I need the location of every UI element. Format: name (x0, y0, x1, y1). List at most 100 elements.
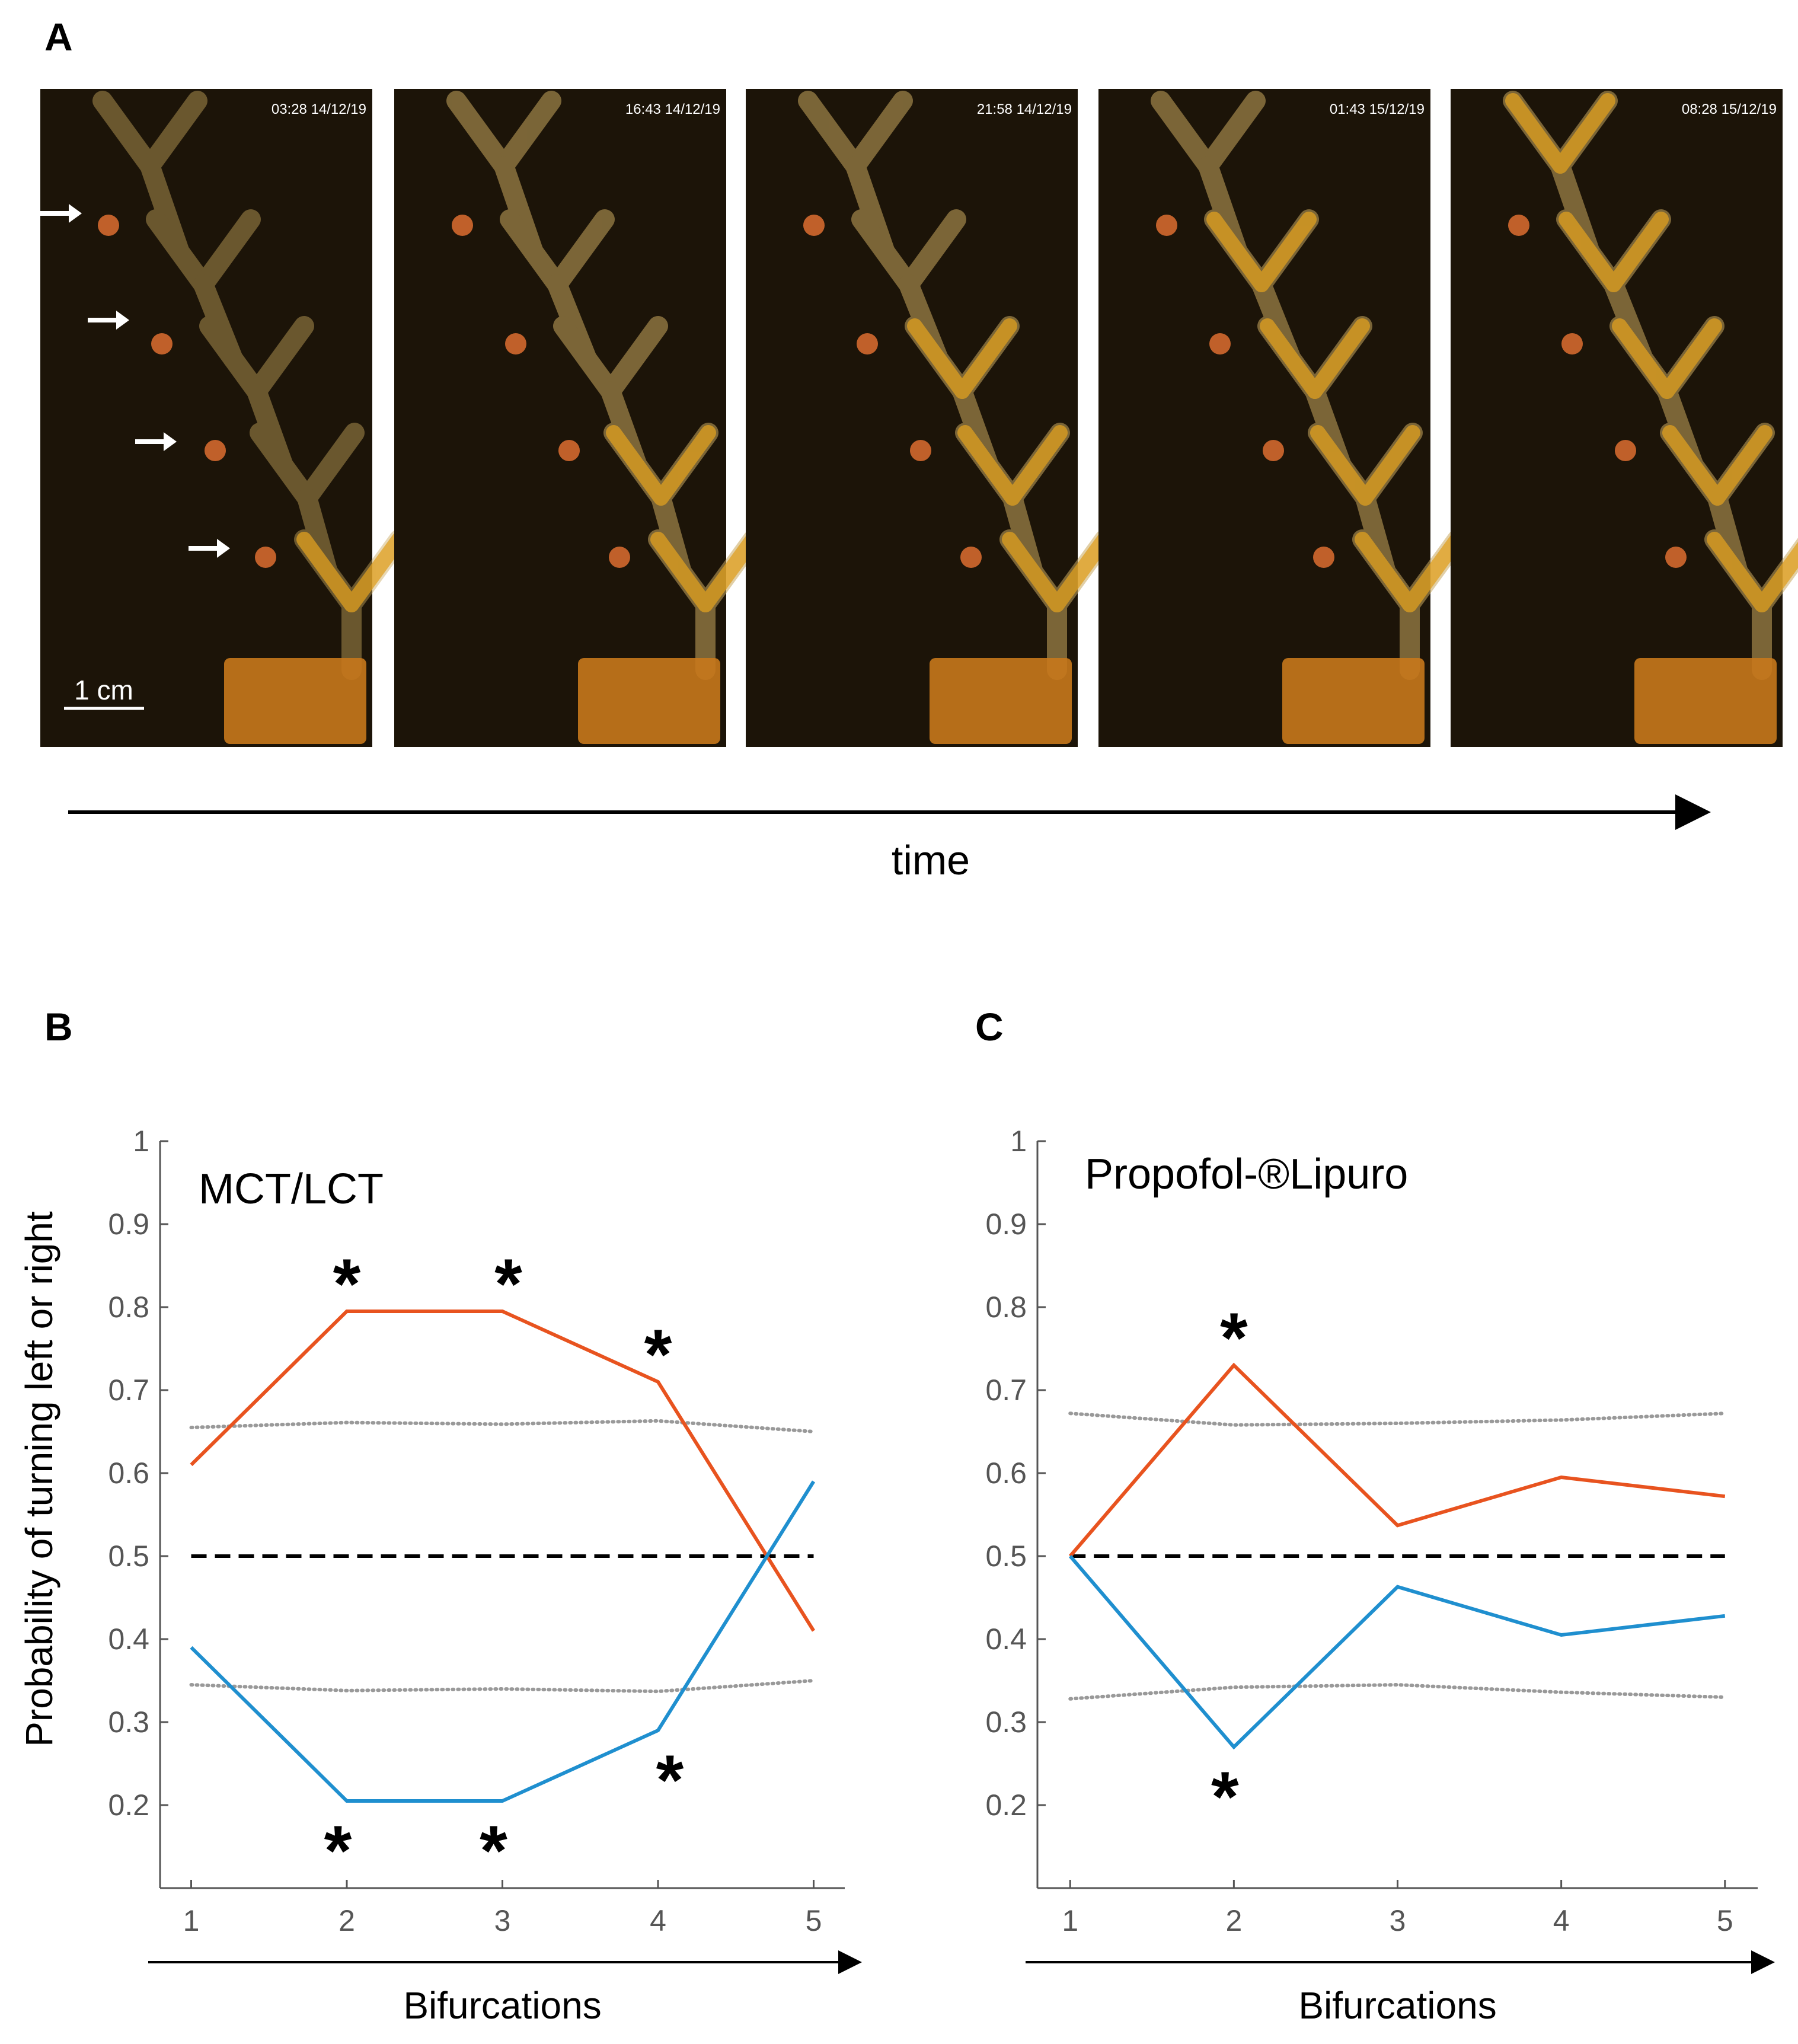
slime-growth (1505, 93, 1798, 612)
channel-right-arm (601, 316, 668, 401)
channel-stem (247, 381, 293, 475)
photo-frame: 21:58 14/12/19 (746, 89, 1114, 747)
significance-asterisk: * (644, 1315, 672, 1394)
slime-arm (653, 425, 716, 506)
series-line-upper (1068, 1362, 1726, 1557)
channel-left-arm (798, 91, 866, 176)
channel-left-arm (553, 316, 621, 401)
channel-right-arm (140, 91, 207, 176)
channel-left-arm (500, 209, 567, 295)
slime-arm (1402, 532, 1465, 612)
channel-stem (140, 156, 190, 262)
slime-arm (344, 532, 407, 612)
chart-title: MCT/LCT (199, 1165, 384, 1213)
y-tick-label: 0.4 (985, 1623, 1027, 1656)
oat-marker (452, 215, 473, 236)
x-tick-label: 4 (650, 1904, 666, 1937)
x-tick-label: 3 (494, 1904, 511, 1937)
x-tick-label: 3 (1390, 1904, 1406, 1937)
channel-right-arm (193, 209, 261, 295)
x-tick-label: 5 (1717, 1904, 1733, 1937)
white-arrow-head-icon (164, 432, 177, 451)
y-tick-label: 0.4 (108, 1623, 149, 1656)
photo-background (1451, 89, 1783, 747)
chart-c: 0.2 0.3 0.4 0.5 0.6 0.7 0.8 0.9 1 1 2 3 4 5 * * Propofol… (985, 1125, 1775, 2027)
y-tick-label: 0.8 (985, 1291, 1027, 1324)
significance-asterisk: * (1220, 1298, 1248, 1378)
slime-arm (1049, 532, 1112, 612)
slime-arm (1206, 212, 1269, 292)
slime-arm (1710, 425, 1773, 506)
channel-left-arm (446, 91, 514, 176)
oat-marker (910, 440, 931, 461)
confidence-bound-upper (189, 1419, 816, 1433)
y-tick-label: 0.3 (985, 1706, 1027, 1739)
scale-bar-label: 1 cm (74, 675, 133, 705)
oat-marker (1209, 333, 1231, 354)
oat-marker (960, 547, 982, 568)
x-tick-label: 4 (1553, 1904, 1570, 1937)
slime-arm (1358, 425, 1420, 506)
photo-frame: 03:28 14/12/19 1 cm (40, 89, 409, 747)
significance-asterisk: * (324, 1811, 352, 1890)
slime-growth (1206, 212, 1465, 612)
slime-arm (650, 532, 713, 612)
slime-arm (1002, 532, 1065, 612)
oat-marker (1156, 215, 1177, 236)
significance-asterisk: * (1211, 1757, 1239, 1837)
slime-arm (957, 425, 1020, 506)
oat-marker (1665, 547, 1687, 568)
slime-arm (606, 425, 669, 506)
channel-right-arm (547, 209, 615, 295)
oat-marker (857, 333, 878, 354)
channel-left-arm (146, 209, 213, 295)
confidence-bound-lower (189, 1679, 816, 1694)
oat-marker (255, 547, 276, 568)
oat-marker (558, 440, 580, 461)
slime-arm (1606, 212, 1669, 292)
timestamp: 21:58 14/12/19 (977, 101, 1072, 117)
channel-right-arm (1198, 91, 1266, 176)
slime-arm (1662, 425, 1725, 506)
confidence-bound-lower (1068, 1682, 1727, 1701)
timestamp: 08:28 15/12/19 (1682, 101, 1777, 117)
x-tick-label: 1 (183, 1904, 200, 1937)
slime-arm (1254, 212, 1317, 292)
slime-arm (1005, 425, 1068, 506)
photo-background (1098, 89, 1430, 747)
oat-marker (1313, 547, 1334, 568)
y-axis-title: Probability of turning left or right (18, 1211, 60, 1747)
channel-right-arm (247, 316, 314, 401)
y-tick-label: 0.6 (108, 1457, 149, 1490)
y-tick-label: 0.6 (985, 1457, 1027, 1490)
photo-background (40, 89, 372, 747)
y-tick-label: 1 (1010, 1125, 1027, 1158)
y-tick-label: 0.5 (108, 1540, 149, 1573)
food-block (224, 658, 366, 744)
photo-frame: 08:28 15/12/19 (1451, 89, 1798, 747)
oat-marker (1508, 215, 1529, 236)
series-line-lower (190, 1480, 816, 1803)
photo-background (746, 89, 1078, 747)
oat-marker (1561, 333, 1583, 354)
y-tick-label: 1 (133, 1125, 149, 1158)
oat-marker (803, 215, 825, 236)
channel-right-arm (899, 209, 966, 295)
x-tick-label: 2 (338, 1904, 355, 1937)
slime-arm (954, 318, 1017, 399)
food-block (1634, 658, 1777, 744)
oat-marker (151, 333, 173, 354)
slime-arm (1310, 425, 1373, 506)
y-tick-label: 0.9 (108, 1208, 149, 1241)
slime-arm (907, 318, 970, 399)
channel-stem (193, 274, 243, 369)
photo-frame: 16:43 14/12/19 (394, 89, 763, 747)
x-axis-title: Bifurcations (1298, 1984, 1496, 2027)
confidence-bound-upper (1068, 1411, 1727, 1427)
white-arrow-head-icon (217, 539, 230, 558)
y-tick-label: 0.7 (985, 1374, 1027, 1407)
photo-strip: 03:28 14/12/19 1 cm 16:43 14/12/19 21:58 14… (40, 89, 1798, 747)
slime-growth (907, 318, 1112, 612)
significance-asterisk: * (494, 1244, 522, 1324)
